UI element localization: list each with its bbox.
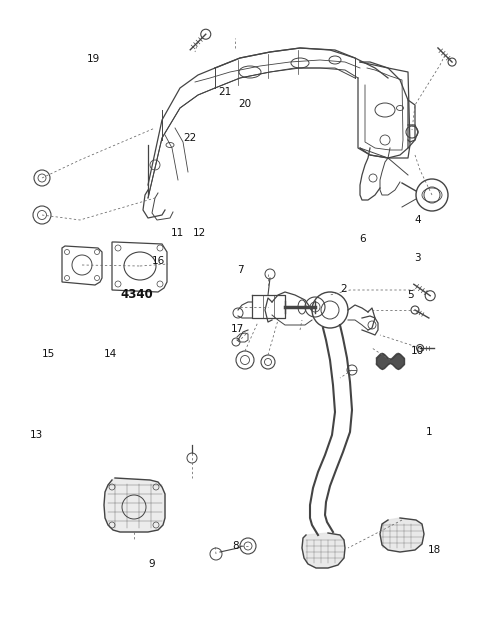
Text: 20: 20 — [238, 99, 252, 109]
Text: 11: 11 — [171, 228, 184, 238]
Text: 15: 15 — [41, 349, 55, 359]
Text: 13: 13 — [29, 430, 43, 440]
Polygon shape — [380, 518, 424, 552]
Text: 19: 19 — [87, 54, 100, 64]
Text: 8: 8 — [232, 542, 239, 551]
Text: 9: 9 — [148, 559, 155, 569]
Text: 18: 18 — [428, 545, 441, 555]
Text: 4: 4 — [414, 215, 421, 225]
Text: 5: 5 — [407, 290, 414, 300]
Text: 22: 22 — [183, 133, 196, 143]
Text: 7: 7 — [237, 265, 243, 275]
Text: 1: 1 — [426, 427, 433, 437]
Text: 4340: 4340 — [120, 289, 153, 301]
Text: 2: 2 — [340, 284, 347, 294]
Text: 17: 17 — [231, 324, 244, 334]
Text: 12: 12 — [192, 228, 206, 238]
Text: 21: 21 — [218, 87, 231, 97]
Text: 3: 3 — [414, 253, 421, 263]
Text: 16: 16 — [152, 256, 165, 266]
Polygon shape — [302, 533, 345, 568]
Polygon shape — [104, 478, 165, 532]
Text: 10: 10 — [411, 346, 424, 356]
Text: 6: 6 — [359, 234, 366, 244]
Text: 14: 14 — [104, 349, 117, 359]
